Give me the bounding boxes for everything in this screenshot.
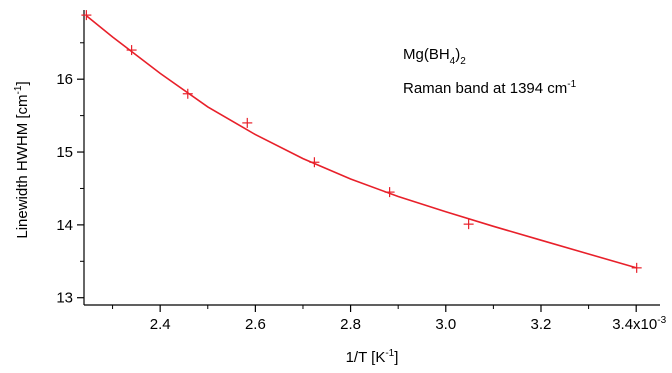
x-tick-label: 2.4 <box>150 316 171 333</box>
data-point <box>182 88 193 99</box>
plot-frame <box>83 10 660 306</box>
y-ticks: 13 14 15 16 <box>56 42 84 307</box>
x-tick-label: 2.6 <box>245 316 266 333</box>
y-tick-label: 16 <box>56 71 73 88</box>
annotation-raman-band: Raman band at 1394 cm-1 <box>403 79 577 97</box>
data-point <box>126 45 137 56</box>
fit-curve <box>85 15 637 269</box>
data-point <box>81 10 92 21</box>
data-point <box>384 187 395 198</box>
x-ticks: 2.4 2.6 2.8 3.0 3.2 3.4x10-3 <box>112 305 667 333</box>
data-point <box>242 117 253 128</box>
points-layer <box>81 10 642 273</box>
annotation-compound: Mg(BH4)2 <box>403 46 466 67</box>
y-tick-label: 15 <box>56 144 73 161</box>
data-point <box>631 262 642 273</box>
x-tick-label: 2.8 <box>340 316 361 333</box>
fit-layer <box>85 15 637 269</box>
x-tick-label: 3.4x10-3 <box>612 315 666 333</box>
x-axis-label: 1/T [K-1] <box>346 348 399 366</box>
y-tick-label: 13 <box>56 290 73 307</box>
x-tick-label: 3.0 <box>435 316 456 333</box>
x-tick-label: 3.2 <box>531 316 552 333</box>
data-point <box>309 157 320 168</box>
data-point <box>463 219 474 230</box>
y-tick-label: 14 <box>56 217 73 234</box>
y-axis-label: Linewidth HWHM [cm-1] <box>13 81 31 238</box>
